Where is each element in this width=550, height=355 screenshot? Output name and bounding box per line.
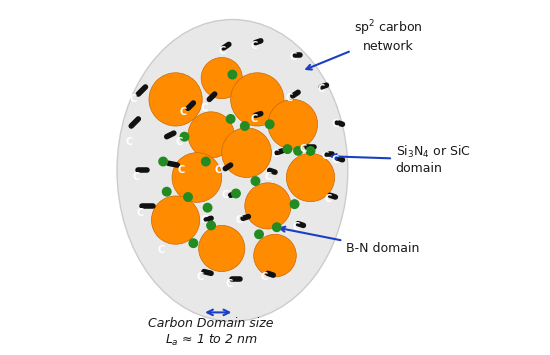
Text: C: C xyxy=(236,215,243,225)
Circle shape xyxy=(204,203,212,212)
Circle shape xyxy=(184,193,192,201)
Text: C: C xyxy=(197,272,204,282)
Text: C: C xyxy=(129,94,136,104)
Circle shape xyxy=(240,122,249,130)
Circle shape xyxy=(201,157,210,166)
Text: C: C xyxy=(324,194,332,204)
Circle shape xyxy=(149,73,202,126)
Circle shape xyxy=(227,115,235,123)
Circle shape xyxy=(306,147,315,155)
Text: C: C xyxy=(126,137,133,147)
Text: C: C xyxy=(225,279,233,289)
Text: C: C xyxy=(218,47,226,56)
Text: C: C xyxy=(136,208,144,218)
Circle shape xyxy=(232,189,240,198)
Circle shape xyxy=(251,177,260,185)
Text: C: C xyxy=(285,93,293,103)
Text: C: C xyxy=(200,103,208,113)
Circle shape xyxy=(266,120,274,129)
Text: C: C xyxy=(317,84,324,94)
Ellipse shape xyxy=(117,20,348,321)
Text: C: C xyxy=(179,107,186,117)
Circle shape xyxy=(159,157,167,166)
Circle shape xyxy=(207,221,216,230)
Text: C: C xyxy=(332,119,339,129)
Circle shape xyxy=(255,230,263,239)
Text: C: C xyxy=(133,173,140,182)
Circle shape xyxy=(294,147,302,155)
Text: $L_a$ ≈ 1 to 2 nm: $L_a$ ≈ 1 to 2 nm xyxy=(165,333,257,348)
Circle shape xyxy=(180,132,189,141)
Text: C: C xyxy=(250,114,257,124)
Circle shape xyxy=(290,200,299,208)
Circle shape xyxy=(268,99,317,149)
Text: C: C xyxy=(250,41,257,51)
Text: C: C xyxy=(222,190,229,200)
Circle shape xyxy=(228,70,236,79)
Circle shape xyxy=(222,128,272,178)
Text: C: C xyxy=(300,144,307,154)
Circle shape xyxy=(189,239,197,247)
Circle shape xyxy=(230,73,284,126)
Text: C: C xyxy=(175,137,183,147)
Circle shape xyxy=(199,225,245,272)
Text: sp$^2$ carbon
network: sp$^2$ carbon network xyxy=(306,18,423,70)
Text: C: C xyxy=(177,165,185,175)
Circle shape xyxy=(272,223,281,231)
Circle shape xyxy=(254,234,296,277)
Text: C: C xyxy=(271,149,279,159)
Circle shape xyxy=(188,112,234,158)
Circle shape xyxy=(287,153,334,202)
Text: C: C xyxy=(293,222,300,232)
Text: C: C xyxy=(289,52,296,62)
Text: C: C xyxy=(321,151,328,161)
Circle shape xyxy=(162,187,171,196)
Text: C: C xyxy=(158,245,165,255)
Text: Carbon Domain size: Carbon Domain size xyxy=(148,317,274,329)
Text: C: C xyxy=(200,215,208,225)
Circle shape xyxy=(283,145,292,153)
Text: C: C xyxy=(261,272,268,282)
Text: C: C xyxy=(332,155,339,165)
Text: C: C xyxy=(264,173,272,182)
Circle shape xyxy=(151,196,200,244)
Circle shape xyxy=(172,153,222,202)
Text: C: C xyxy=(214,165,222,175)
Circle shape xyxy=(201,58,243,99)
Text: B-N domain: B-N domain xyxy=(280,227,419,255)
Text: Si$_3$N$_4$ or SiC
domain: Si$_3$N$_4$ or SiC domain xyxy=(332,144,471,175)
Circle shape xyxy=(245,183,291,229)
